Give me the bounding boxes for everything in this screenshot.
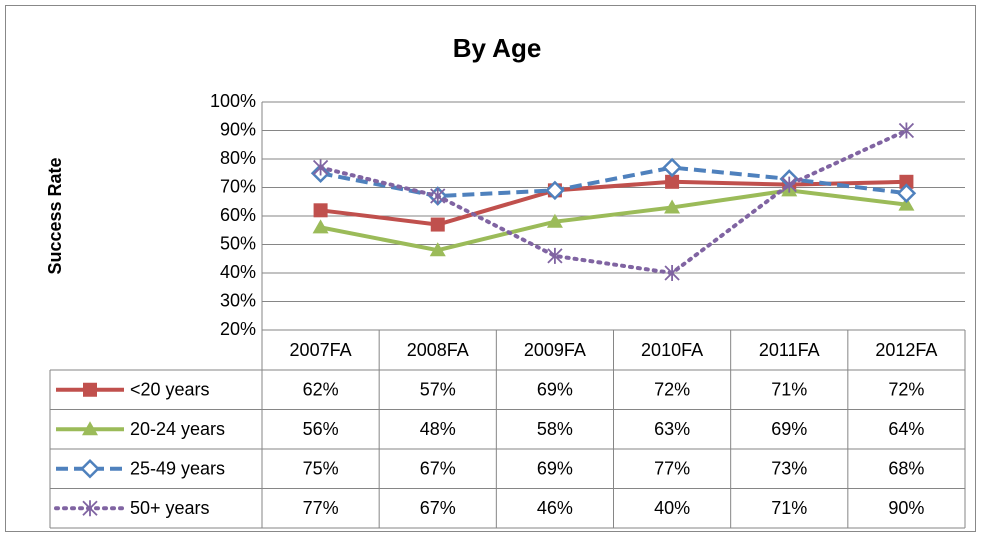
legend-label: 50+ years (130, 498, 210, 518)
marker (546, 213, 563, 228)
table-value: 90% (888, 498, 924, 518)
marker (898, 196, 915, 211)
y-tick-label: 30% (220, 290, 256, 310)
table-value: 67% (420, 459, 456, 479)
x-tick-label: 2010FA (641, 340, 703, 360)
table-value: 72% (888, 380, 924, 400)
series-line (318, 128, 909, 276)
marker (781, 176, 797, 193)
x-tick-label: 2007FA (290, 340, 352, 360)
marker (430, 188, 446, 205)
marker (662, 157, 682, 178)
marker (898, 122, 915, 139)
marker (896, 183, 917, 203)
legend-marker (82, 421, 98, 436)
series-line (320, 188, 907, 253)
legend-marker (83, 382, 97, 397)
marker (665, 174, 680, 189)
y-axis-label: Success Rate (45, 157, 65, 274)
y-tick-label: 80% (220, 148, 256, 168)
table-value: 72% (654, 380, 690, 400)
y-tick-label: 100% (210, 91, 256, 111)
table-value: 69% (537, 459, 573, 479)
marker (664, 265, 680, 281)
legend-marker (82, 500, 98, 517)
legend-marker (80, 458, 100, 479)
table-value: 77% (303, 498, 339, 518)
table-value: 68% (888, 459, 924, 479)
marker (545, 180, 565, 201)
chart-title: By Age (453, 33, 542, 63)
marker (664, 199, 681, 214)
legend-label: 25-49 years (130, 459, 225, 479)
table-value: 73% (771, 459, 807, 479)
x-tick-label: 2012FA (875, 340, 937, 360)
table-value: 58% (537, 419, 573, 439)
table-value: 71% (771, 380, 807, 400)
table-value: 46% (537, 498, 573, 518)
x-tick-label: 2011FA (759, 340, 820, 360)
series-line (320, 165, 907, 199)
marker (312, 219, 329, 234)
table-value: 57% (420, 380, 456, 400)
table-value: 56% (303, 419, 339, 439)
table-value: 75% (303, 459, 339, 479)
table-value: 67% (420, 498, 456, 518)
y-tick-label: 50% (220, 233, 256, 253)
y-tick-label: 20% (220, 319, 256, 339)
y-tick-label: 60% (220, 205, 256, 225)
marker (899, 174, 914, 189)
marker (547, 247, 563, 264)
chart-border (5, 5, 976, 532)
table-value: 62% (303, 380, 339, 400)
series-line (320, 179, 907, 227)
table-value: 71% (771, 498, 807, 518)
table-value: 48% (420, 419, 456, 439)
y-tick-label: 70% (220, 176, 256, 196)
table-value: 77% (654, 459, 690, 479)
y-tick-label: 40% (220, 262, 256, 282)
table-value: 69% (537, 380, 573, 400)
marker (313, 203, 328, 218)
y-tick-label: 90% (220, 119, 256, 139)
table-value: 69% (771, 419, 807, 439)
legend-label: 20-24 years (130, 419, 225, 439)
marker (430, 217, 445, 232)
marker (312, 159, 329, 176)
table-value: 63% (654, 419, 690, 439)
table-value: 64% (888, 419, 924, 439)
table-value: 40% (654, 498, 690, 518)
x-tick-label: 2009FA (524, 340, 586, 360)
marker (429, 242, 446, 257)
legend-label: <20 years (130, 380, 210, 400)
x-tick-label: 2008FA (407, 340, 469, 360)
